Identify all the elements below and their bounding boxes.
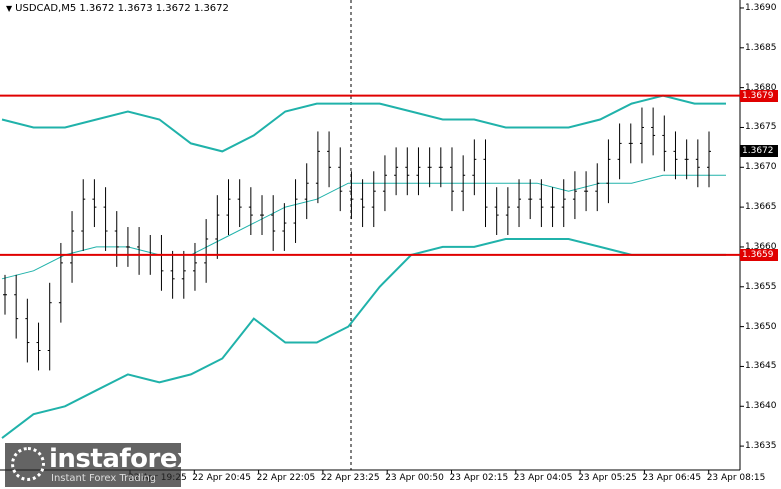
upper-level-tag: 1.3679 bbox=[740, 89, 778, 102]
time-label: 23 Apr 04:05 bbox=[513, 473, 573, 483]
chart-title: ▼ USDCAD,M5 1.3672 1.3673 1.3672 1.3672 bbox=[6, 3, 229, 14]
time-label: 22 Apr 22:05 bbox=[256, 473, 316, 483]
logo-tagline: Instant Forex Trading bbox=[51, 473, 157, 484]
price-label: 1.3655 bbox=[745, 281, 777, 292]
time-label: 23 Apr 02:15 bbox=[449, 473, 509, 483]
lower-level-tag: 1.3659 bbox=[740, 248, 778, 261]
instaforex-logo-icon bbox=[11, 447, 45, 481]
current-price-tag: 1.3672 bbox=[740, 145, 778, 158]
lower-band-line bbox=[1, 238, 726, 439]
price-label: 1.3640 bbox=[745, 401, 777, 412]
price-label: 1.3680 bbox=[745, 82, 777, 93]
bollinger-bands bbox=[1, 94, 726, 439]
price-label: 1.3650 bbox=[745, 321, 777, 332]
dropdown-arrow-icon[interactable]: ▼ bbox=[6, 4, 13, 13]
price-label: 1.3665 bbox=[745, 202, 777, 213]
price-label: 1.3670 bbox=[745, 162, 777, 173]
time-label: 23 Apr 08:15 bbox=[706, 473, 766, 483]
symbol-quote: USDCAD,M5 1.3672 1.3673 1.3672 1.3672 bbox=[15, 3, 229, 14]
logo-name: instaforex bbox=[49, 444, 194, 474]
middle-band-line bbox=[1, 174, 726, 280]
time-label: 23 Apr 06:45 bbox=[642, 473, 702, 483]
instaforex-logo: instaforex Instant Forex Trading bbox=[5, 443, 194, 487]
time-label: 22 Apr 20:45 bbox=[192, 473, 251, 483]
time-label: 23 Apr 05:25 bbox=[578, 473, 637, 483]
price-label: 1.3690 bbox=[745, 2, 777, 13]
time-label: 22 Apr 23:25 bbox=[320, 473, 380, 483]
price-label: 1.3645 bbox=[745, 361, 777, 372]
time-label: 23 Apr 00:50 bbox=[385, 473, 444, 483]
upper-band-line bbox=[1, 94, 726, 153]
price-label: 1.3685 bbox=[745, 42, 777, 53]
price-label: 1.3660 bbox=[745, 241, 777, 252]
price-bars bbox=[3, 107, 711, 371]
price-label: 1.3635 bbox=[745, 441, 777, 452]
price-label: 1.3675 bbox=[745, 122, 777, 133]
price-ticks bbox=[740, 7, 744, 447]
